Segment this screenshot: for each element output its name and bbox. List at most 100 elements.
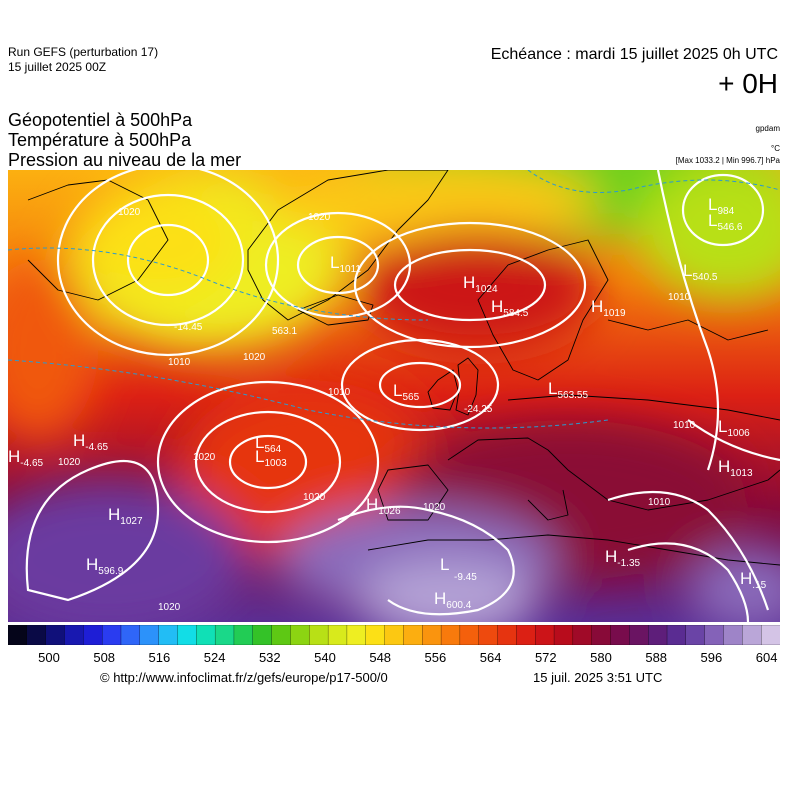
pressure-center-letter: L	[708, 211, 717, 230]
pressure-center-letter: L	[393, 381, 402, 400]
colorbar-tick-label: 596	[700, 650, 723, 665]
pressure-center-letter: H	[718, 457, 730, 476]
isobar-label: 1010	[668, 292, 691, 303]
low-pressure-label: L984	[708, 195, 735, 217]
high-pressure-label: H1027	[108, 505, 143, 527]
isobar-label: 1010	[648, 497, 671, 508]
colorbar-swatch	[365, 625, 386, 645]
colorbar-swatch	[440, 625, 461, 645]
pressure-center-value: -1.35	[617, 558, 640, 569]
isobar-label: 1020	[58, 457, 81, 468]
temperature-label: -9.45	[454, 572, 477, 583]
colorbar-tick-label: 508	[93, 650, 116, 665]
colorbar-swatch	[459, 625, 480, 645]
isobar-label: 1020	[303, 492, 326, 503]
colorbar-tick-label: 548	[369, 650, 392, 665]
pressure-center-value: 564	[264, 444, 281, 455]
isobar-label: 1010	[328, 387, 351, 398]
colorbar-swatch	[327, 625, 348, 645]
low-pressure-label: L1011	[330, 253, 361, 275]
colorbar-swatch	[26, 625, 47, 645]
unit-temperature: °C	[771, 144, 780, 153]
colorbar-swatch	[648, 625, 668, 645]
run-title: Run GEFS (perturbation 17)	[8, 45, 159, 59]
colorbar-swatch	[45, 625, 66, 645]
colorbar-swatch	[214, 625, 235, 645]
colorbar-swatch	[139, 625, 160, 645]
pressure-center-value: 1003	[264, 458, 287, 469]
colorbar-swatch	[177, 625, 198, 645]
pressure-center-letter: H	[605, 547, 617, 566]
isobar-label: 1020	[193, 452, 216, 463]
pressure-center-value: 1026	[378, 506, 401, 517]
colorbar-swatch	[120, 625, 141, 645]
high-pressure-label: H1019	[591, 297, 626, 319]
run-date: 15 juillet 2025 00Z	[8, 60, 107, 74]
pressure-center-letter: L	[255, 433, 264, 452]
colorbar-swatch	[497, 625, 518, 645]
high-pressure-label: H.15	[740, 569, 767, 591]
footer-url[interactable]: © http://www.infoclimat.fr/z/gefs/europe…	[100, 670, 388, 685]
colorbar-swatch	[384, 625, 405, 645]
pressure-center-value: 1013	[730, 468, 753, 479]
low-pressure-label: L563.55	[548, 379, 588, 401]
pressure-center-letter: L	[330, 253, 339, 272]
colorbar-swatch	[196, 625, 216, 645]
temperature-label: 563.1	[272, 326, 297, 337]
pressure-center-value: 584.5	[503, 308, 528, 319]
colorbar-swatch	[535, 625, 555, 645]
isobar-label: 1010	[168, 357, 191, 368]
colorbar-swatch	[8, 625, 28, 645]
isobar-label: 1020	[158, 602, 181, 613]
colorbar-tick-label: 500	[38, 650, 60, 665]
high-pressure-label: H600.4	[434, 589, 472, 611]
temperature-isotherms	[8, 170, 780, 429]
colorbar-swatch	[478, 625, 499, 645]
high-pressure-label: H-1.35	[605, 547, 641, 569]
colorbar-swatch	[610, 625, 631, 645]
lead-time: + 0H	[718, 68, 778, 99]
colorbar-swatch	[761, 625, 780, 645]
pressure-center-letter: L	[548, 379, 557, 398]
pressure-center-value: .15	[752, 580, 766, 591]
high-pressure-label: H-4.65	[73, 431, 109, 453]
low-pressure-label: L540.5	[683, 261, 718, 283]
colorbar-swatch	[290, 625, 311, 645]
colorbar-swatch	[64, 625, 85, 645]
colorbar-swatch	[83, 625, 103, 645]
pressure-center-value: 1027	[120, 516, 143, 527]
colorbar-tick-label: 516	[148, 650, 171, 665]
isobar-label: 1020	[118, 207, 141, 218]
pressure-center-value: 565	[402, 392, 419, 403]
pressure-center-value: 1006	[727, 428, 750, 439]
low-pressure-label: L1003	[255, 447, 287, 469]
colorbar-swatch	[704, 625, 725, 645]
pressure-center-value: 1019	[603, 308, 626, 319]
pressure-center-value: 546.6	[717, 222, 742, 233]
colorbar-swatch	[572, 625, 593, 645]
colorbar-swatch	[233, 625, 254, 645]
pressure-center-letter: H	[73, 431, 85, 450]
high-pressure-label: H584.5	[491, 297, 529, 319]
colorbar-swatch	[403, 625, 423, 645]
pressure-center-value: 600.4	[446, 600, 471, 611]
isobar-label: 1010	[673, 420, 696, 431]
isobars	[25, 170, 780, 622]
high-pressure-label: H1026	[366, 495, 401, 517]
pressure-center-value: 984	[717, 206, 734, 217]
high-pressure-label: H596.9	[86, 555, 124, 577]
colorbar-swatch	[422, 625, 442, 645]
colorbar-swatch	[252, 625, 273, 645]
pressure-center-letter: H	[8, 447, 20, 466]
pressure-center-value: 563.55	[557, 390, 588, 401]
pressure-center-letter: L	[440, 555, 449, 574]
field-pressure: Pression au niveau de la mer	[8, 150, 242, 170]
field-geopotential: Géopotentiel à 500hPa	[8, 110, 193, 130]
pressure-center-letter: H	[434, 589, 446, 608]
pressure-center-value: 596.9	[98, 566, 123, 577]
colorbar-swatch	[666, 625, 687, 645]
colorbar-swatch	[553, 625, 574, 645]
temperature-label: -14.45	[174, 322, 203, 333]
isobar-label: 1020	[243, 352, 266, 363]
pressure-center-letter: H	[591, 297, 603, 316]
